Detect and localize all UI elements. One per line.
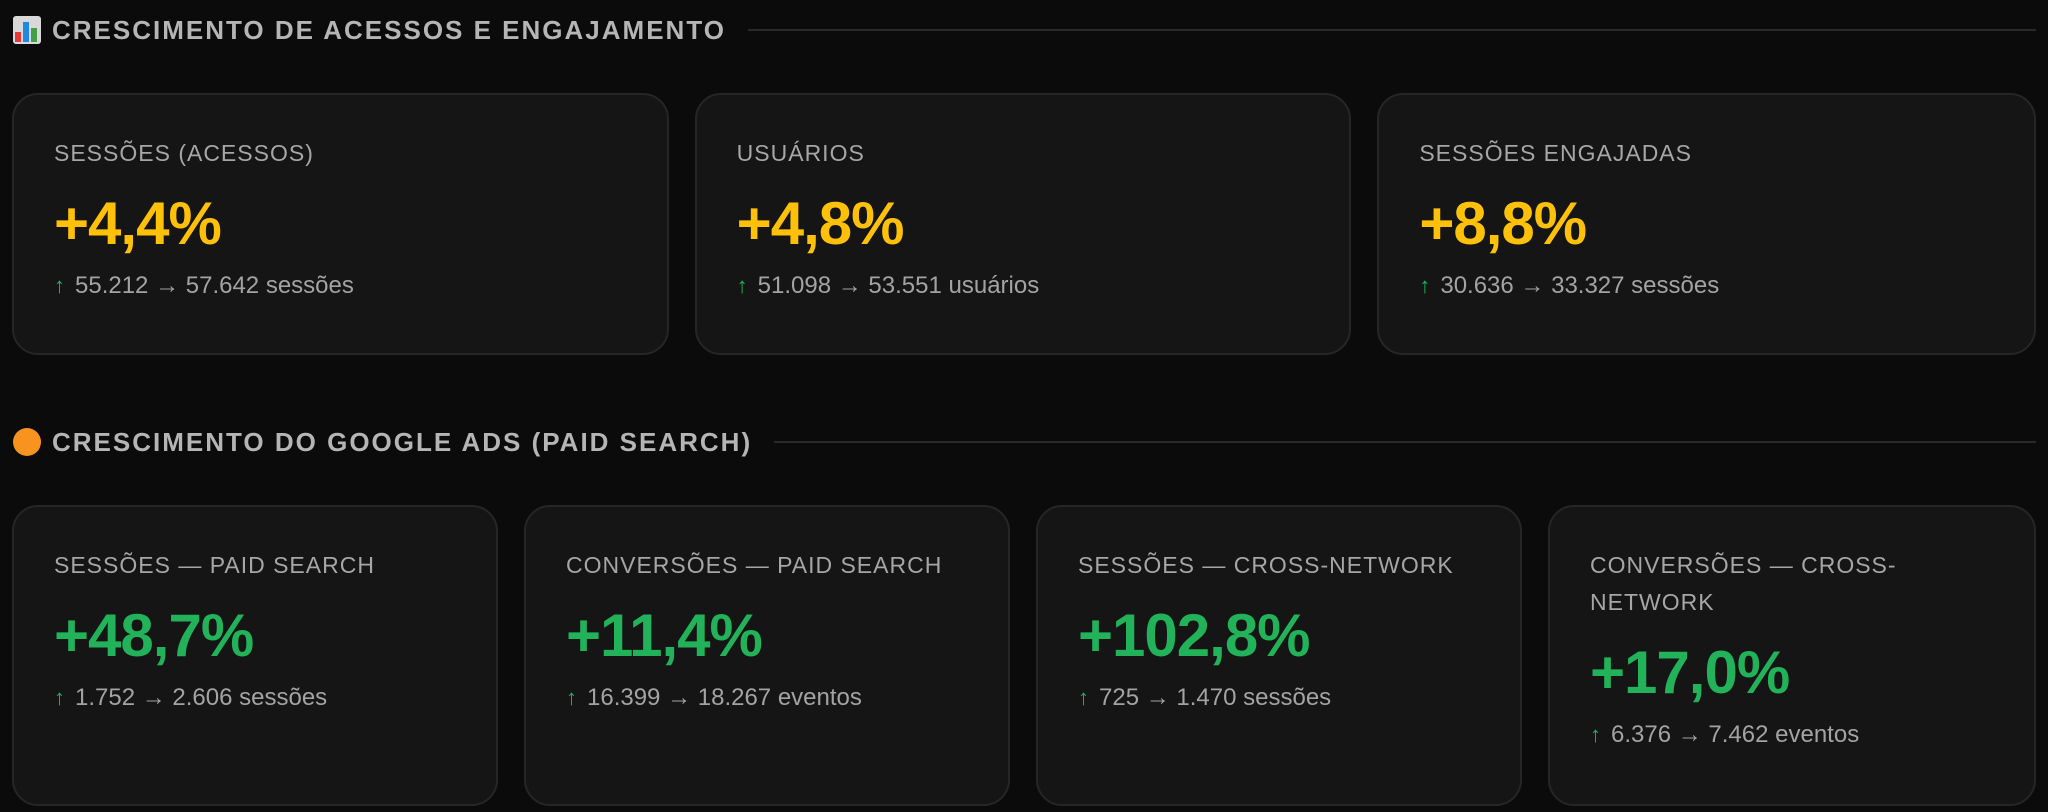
metric-to: 1.470	[1176, 684, 1237, 711]
metric-value: +4,4%	[54, 190, 222, 257]
arrow-right-icon: →	[1145, 684, 1170, 711]
metric-card-paid-sessions: SESSÕES — PAID SEARCH +48,7% ↑ 1.752 → 2.…	[12, 505, 498, 806]
metric-label: SESSÕES (ACESSOS)	[54, 140, 314, 166]
metric-cards: SESSÕES (ACESSOS) +4,4% ↑ 55.212 → 57.642…	[12, 93, 2036, 355]
metric-label: USUÁRIOS	[736, 140, 865, 166]
orange-circle-icon	[12, 427, 42, 457]
metric-from: 16.399	[587, 684, 661, 711]
metric-detail: ↑ 16.399 → 18.267 eventos	[566, 684, 968, 712]
metric-label: SESSÕES — CROSS-NETWORK	[1078, 552, 1454, 578]
arrow-right-icon: →	[837, 272, 862, 299]
metric-to: 18.267	[697, 684, 772, 711]
metric-value: +4,8%	[736, 190, 905, 257]
metric-to: 57.642	[185, 272, 260, 299]
metric-from: 725	[1099, 684, 1140, 711]
metric-to: 53.551	[868, 272, 942, 299]
arrow-up-icon: ↑	[54, 685, 65, 710]
metric-to: 33.327	[1551, 272, 1625, 299]
metric-from: 51.098	[757, 272, 832, 299]
section-google-ads: CRESCIMENTO DO GOOGLE ADS (PAID SEARCH) …	[12, 424, 2036, 806]
bar-chart-icon	[12, 15, 42, 45]
metric-detail: ↑ 55.212 → 57.642 sessões	[54, 272, 627, 300]
section-title: CRESCIMENTO DO GOOGLE ADS (PAID SEARCH)	[52, 426, 753, 457]
metric-card-users: USUÁRIOS +4,8% ↑ 51.098 → 53.551 usuários	[694, 93, 1352, 355]
metric-detail: ↑ 6.376 → 7.462 eventos	[1590, 721, 1994, 749]
metric-unit: eventos	[1775, 721, 1860, 748]
arrow-up-icon: ↑	[54, 273, 65, 298]
arrow-up-icon: ↑	[736, 273, 748, 298]
metric-label: CONVERSÕES — PAID SEARCH	[566, 552, 943, 578]
metric-unit: usuários	[948, 272, 1040, 299]
metric-from: 30.636	[1440, 272, 1514, 299]
metric-card-cross-network-sessions: SESSÕES — CROSS-NETWORK +102,8% ↑ 725 → 1…	[1036, 505, 1522, 806]
metric-detail: ↑ 1.752 → 2.606 sessões	[54, 684, 456, 712]
metric-value: +48,7%	[54, 602, 254, 669]
metric-to: 7.462	[1708, 721, 1769, 748]
arrow-up-icon: ↑	[1078, 685, 1089, 710]
metric-detail: ↑ 725 → 1.470 sessões	[1078, 684, 1480, 712]
metric-card-paid-conversions: CONVERSÕES — PAID SEARCH +11,4% ↑ 16.399 …	[524, 505, 1010, 806]
metric-card-cross-network-conversions: CONVERSÕES — CROSS-NETWORK +17,0% ↑ 6.376…	[1548, 505, 2036, 806]
metric-unit: sessões	[265, 272, 354, 299]
metric-value: +11,4%	[566, 602, 763, 669]
metric-from: 55.212	[75, 272, 149, 299]
metric-label: SESSÕES — PAID SEARCH	[54, 552, 375, 578]
section-header: CRESCIMENTO DE ACESSOS E ENGAJAMENTO	[12, 12, 2036, 48]
arrow-right-icon: →	[1677, 721, 1702, 748]
metric-unit: eventos	[777, 684, 862, 711]
section-divider	[774, 441, 2036, 443]
arrow-right-icon: →	[1520, 272, 1545, 299]
metric-label: CONVERSÕES — CROSS-NETWORK	[1590, 552, 1897, 615]
arrow-up-icon: ↑	[566, 685, 577, 710]
metric-detail: ↑ 30.636 → 33.327 sessões	[1419, 272, 1994, 300]
metric-cards: SESSÕES — PAID SEARCH +48,7% ↑ 1.752 → 2.…	[12, 505, 2036, 806]
metric-label: SESSÕES ENGAJADAS	[1419, 140, 1692, 166]
section-header: CRESCIMENTO DO GOOGLE ADS (PAID SEARCH)	[12, 424, 2036, 460]
metric-from: 1.752	[75, 684, 136, 711]
metric-unit: sessões	[1243, 684, 1332, 711]
metric-value: +17,0%	[1590, 639, 1790, 706]
metric-value: +102,8%	[1078, 602, 1311, 669]
section-access-engagement: CRESCIMENTO DE ACESSOS E ENGAJAMENTO SES…	[12, 12, 2036, 355]
arrow-right-icon: →	[667, 684, 692, 711]
metric-to: 2.606	[172, 684, 233, 711]
arrow-up-icon: ↑	[1590, 722, 1601, 747]
metric-unit: sessões	[239, 684, 328, 711]
arrow-up-icon: ↑	[1419, 273, 1431, 298]
section-title: CRESCIMENTO DE ACESSOS E ENGAJAMENTO	[52, 14, 726, 45]
metric-unit: sessões	[1631, 272, 1720, 299]
section-divider	[747, 29, 2036, 31]
metric-detail: ↑ 51.098 → 53.551 usuários	[737, 272, 1310, 300]
arrow-right-icon: →	[155, 272, 180, 299]
metric-card-sessions: SESSÕES (ACESSOS) +4,4% ↑ 55.212 → 57.642…	[12, 93, 669, 355]
arrow-right-icon: →	[141, 684, 166, 711]
metric-card-engaged-sessions: SESSÕES ENGAJADAS +8,8% ↑ 30.636 → 33.327…	[1377, 93, 2036, 355]
metric-from: 6.376	[1611, 721, 1672, 748]
metric-value: +8,8%	[1419, 190, 1587, 257]
